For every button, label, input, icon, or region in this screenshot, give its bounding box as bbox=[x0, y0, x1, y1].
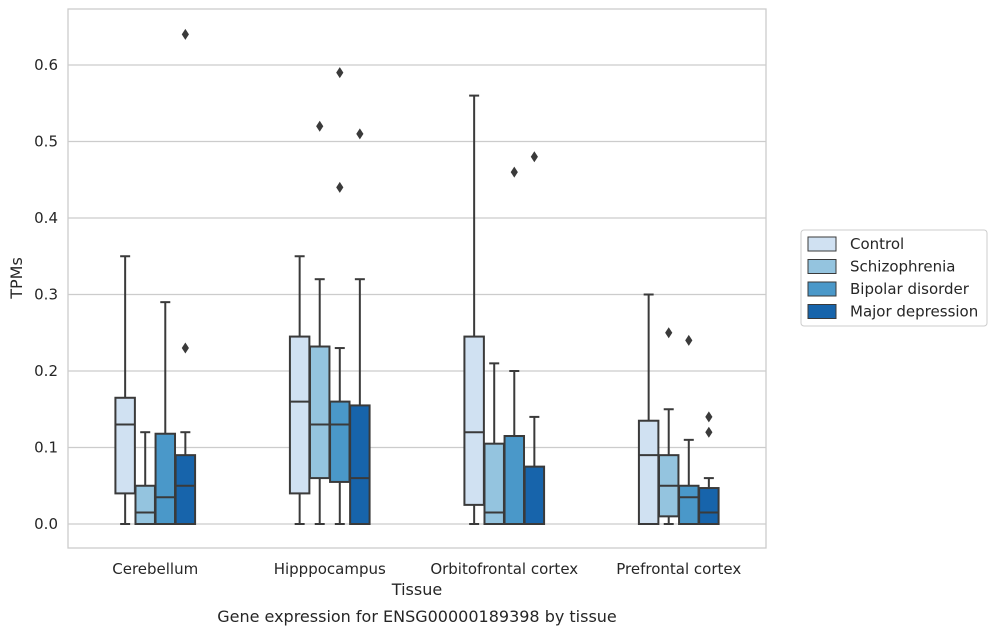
legend-swatch-control bbox=[807, 236, 837, 252]
box-hipppocampus-major-depression bbox=[349, 128, 371, 525]
y-tick-label: 0.4 bbox=[34, 209, 58, 227]
outlier-point bbox=[685, 334, 693, 346]
x-tick-label: Cerebellum bbox=[112, 560, 198, 578]
box-orbitofrontal-cortex-control bbox=[463, 94, 485, 525]
box-orbitofrontal-cortex-bipolar-disorder bbox=[503, 166, 526, 525]
outlier-point bbox=[336, 67, 344, 79]
box-iqr bbox=[698, 487, 720, 526]
legend: Control Schizophrenia Bipolar disorder Majo… bbox=[800, 229, 988, 327]
x-tick-label: Orbitofrontal cortex bbox=[430, 560, 578, 578]
box-iqr bbox=[503, 435, 526, 525]
y-tick-labels: 0.0 0.1 0.2 0.3 0.4 0.5 0.6 bbox=[34, 56, 58, 533]
outlier-point bbox=[510, 166, 518, 178]
y-tick-label: 0.3 bbox=[34, 286, 58, 304]
box-iqr bbox=[154, 432, 177, 526]
box-prefrontal-cortex-major-depression bbox=[698, 411, 720, 526]
outlier-point bbox=[705, 411, 713, 423]
box-iqr bbox=[288, 335, 311, 495]
plot-frame bbox=[67, 8, 767, 549]
chart-caption: Gene expression for ENSG00000189398 by t… bbox=[217, 607, 617, 626]
box-iqr bbox=[637, 419, 660, 526]
box-iqr bbox=[114, 396, 136, 495]
boxes-layer bbox=[114, 28, 720, 526]
outlier-point bbox=[181, 28, 189, 40]
outlier-point bbox=[316, 120, 324, 132]
legend-label: Major depression bbox=[850, 303, 978, 321]
outlier-point bbox=[181, 342, 189, 354]
box-iqr bbox=[174, 454, 197, 525]
outlier-point bbox=[336, 181, 344, 193]
x-tick-label: Hipppocampus bbox=[274, 560, 386, 578]
y-tick-label: 0.5 bbox=[34, 133, 58, 151]
outlier-point bbox=[356, 128, 364, 140]
outlier-point bbox=[705, 426, 713, 438]
box-iqr bbox=[329, 400, 351, 483]
legend-swatch-bipolar-disorder bbox=[807, 281, 837, 297]
box-iqr bbox=[349, 404, 371, 525]
y-tick-label: 0.6 bbox=[34, 56, 58, 74]
box-iqr bbox=[134, 484, 156, 525]
y-axis-title: TPMs bbox=[7, 257, 26, 300]
legend-frame bbox=[800, 229, 988, 327]
box-prefrontal-cortex-bipolar-disorder bbox=[678, 334, 700, 525]
y-tick-label: 0.1 bbox=[34, 439, 58, 457]
y-tick-label: 0.2 bbox=[34, 362, 58, 380]
outlier-point bbox=[665, 327, 673, 339]
box-iqr bbox=[678, 484, 700, 525]
box-hipppocampus-bipolar-disorder bbox=[329, 67, 351, 525]
box-iqr bbox=[523, 465, 546, 525]
box-cerebellum-control bbox=[114, 255, 136, 525]
box-cerebellum-major-depression bbox=[174, 28, 197, 525]
legend-label: Schizophrenia bbox=[850, 258, 955, 276]
box-orbitofrontal-cortex-major-depression bbox=[523, 151, 546, 525]
box-iqr bbox=[308, 345, 331, 480]
y-tick-label: 0.0 bbox=[34, 515, 58, 533]
legend-swatch-schizophrenia bbox=[807, 259, 837, 274]
x-axis-title: Tissue bbox=[391, 580, 442, 599]
box-iqr bbox=[463, 335, 485, 506]
box-prefrontal-cortex-schizophrenia bbox=[657, 327, 680, 525]
legend-label: Control bbox=[850, 235, 904, 253]
legend-label: Bipolar disorder bbox=[850, 280, 970, 298]
x-tick-labels: Cerebellum Hipppocampus Orbitofrontal cort… bbox=[112, 560, 741, 578]
legend-swatch-major-depression bbox=[807, 304, 837, 319]
outlier-point bbox=[530, 151, 538, 163]
x-tick-label: Prefrontal cortex bbox=[616, 560, 741, 578]
box-prefrontal-cortex-control bbox=[637, 293, 660, 526]
